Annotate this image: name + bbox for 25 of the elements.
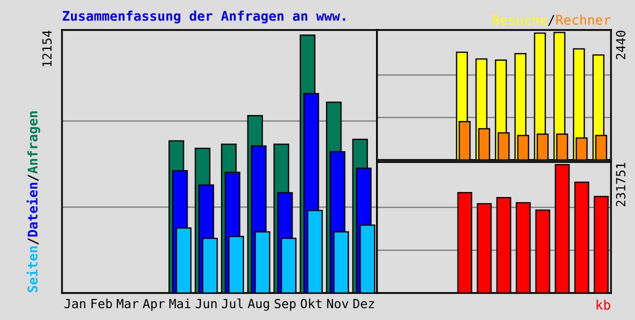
text: Seiten [26,246,38,292]
text: / [548,15,554,26]
x-tick-label: Apr [142,299,165,311]
x-tick-label: Dez [353,299,374,308]
series-label: kb [596,300,610,310]
text: / [28,238,39,245]
x-tick-label: Nov [327,299,348,308]
series-label: Besuche [492,14,547,25]
text: / [28,174,39,182]
text: 2440 [616,30,626,60]
x-tick-label: Mai [169,298,191,308]
chart-title: Zusammenfassung der Anfragen an www. [62,10,346,24]
text: Dateien [26,182,38,237]
x-tick-label: Jun [196,299,217,308]
text: Rechner [556,14,610,25]
x-tick-label: Feb [92,298,112,308]
x-tick-label: Sep [274,298,296,311]
x-tick-label: Jul [222,298,243,308]
x-tick-label: Jan [64,299,86,308]
x-tick-label: Okt [300,298,322,308]
text: 12154 [42,30,52,66]
text: Anfragen [27,111,40,174]
x-tick-label: Mar [116,299,138,308]
text: 231751 [616,162,626,206]
x-tick-label: Aug [248,298,269,311]
